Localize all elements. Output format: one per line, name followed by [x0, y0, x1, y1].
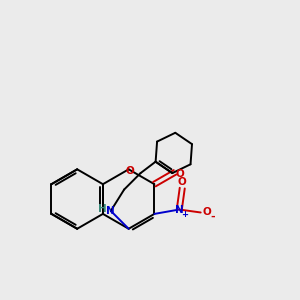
Text: N: N: [175, 205, 184, 214]
Text: O: O: [176, 169, 185, 179]
Text: H: H: [98, 204, 106, 214]
Text: N: N: [106, 206, 115, 216]
Text: O: O: [203, 208, 212, 218]
Text: -: -: [210, 212, 215, 222]
Text: O: O: [178, 177, 187, 187]
Text: O: O: [126, 166, 134, 176]
Text: +: +: [181, 210, 188, 219]
